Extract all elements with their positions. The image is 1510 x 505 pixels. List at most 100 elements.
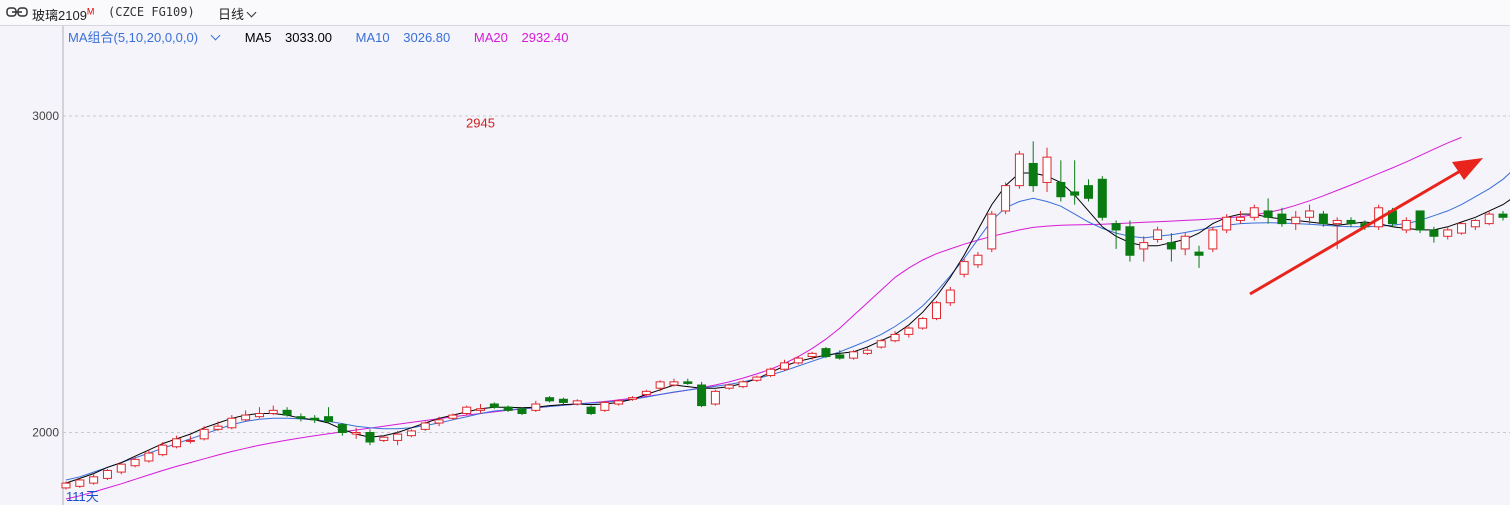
candle-down bbox=[1111, 223, 1121, 231]
candle-up bbox=[669, 381, 679, 386]
candle-up bbox=[1484, 213, 1494, 225]
candle-up bbox=[849, 351, 859, 359]
candle-down bbox=[1125, 226, 1135, 256]
candle-up bbox=[254, 413, 264, 418]
ma5-value: 3033.00 bbox=[285, 30, 333, 45]
ma-group-label: MA组合(5,10,20,0,0,0) bbox=[68, 30, 199, 45]
candle-up bbox=[904, 327, 914, 335]
candle-down bbox=[365, 432, 375, 443]
candle-up bbox=[918, 318, 928, 329]
candle-up bbox=[752, 376, 762, 381]
candle-up bbox=[572, 400, 582, 405]
candle-up bbox=[793, 357, 803, 364]
candle-up bbox=[116, 463, 126, 473]
ma20-line bbox=[65, 136, 1462, 500]
candle-up bbox=[434, 419, 444, 424]
chart-header: 玻璃2109M (CZCE FG109) 日线 bbox=[0, 0, 1510, 26]
candle-up bbox=[241, 414, 251, 421]
candle-up bbox=[987, 213, 997, 250]
trend-arrow-line bbox=[1249, 168, 1463, 296]
candle-up bbox=[1208, 229, 1218, 250]
candle-up bbox=[379, 436, 389, 441]
candle-up bbox=[199, 428, 209, 440]
ma20-legend: MA20 2932.40 bbox=[474, 30, 579, 45]
candle-down bbox=[821, 348, 831, 358]
ma10-label: MA10 bbox=[355, 30, 390, 45]
candle-up bbox=[393, 433, 403, 441]
candle-down bbox=[296, 416, 306, 419]
candle-up bbox=[973, 254, 983, 266]
candle-up bbox=[862, 349, 872, 354]
candle-up bbox=[213, 425, 223, 430]
candle-up bbox=[1291, 216, 1301, 225]
candle-up bbox=[1222, 216, 1232, 231]
candle-down bbox=[835, 354, 845, 359]
y-tick-label: 3000 bbox=[32, 109, 59, 123]
candle-up bbox=[61, 482, 71, 489]
y-tick-label: 2000 bbox=[32, 426, 59, 440]
ma10-value: 3026.80 bbox=[403, 30, 451, 45]
candle-up bbox=[1457, 223, 1467, 234]
ma-legend: MA组合(5,10,20,0,0,0) MA5 3033.00 MA10 302… bbox=[68, 27, 588, 46]
ma5-line bbox=[65, 172, 1510, 484]
candle-up bbox=[185, 439, 195, 442]
symbol-flag: M bbox=[86, 6, 95, 17]
chevron-down-icon bbox=[246, 7, 257, 18]
candle-down bbox=[1097, 178, 1107, 218]
candle-up bbox=[351, 432, 361, 435]
candle-up bbox=[931, 302, 941, 320]
candle-down bbox=[1429, 229, 1439, 237]
candle-up bbox=[1470, 219, 1480, 228]
contract-code: (CZCE FG109) bbox=[108, 5, 195, 19]
candle-down bbox=[1166, 242, 1176, 250]
price-annotation: 2945 bbox=[466, 115, 495, 130]
candle-down bbox=[337, 424, 347, 433]
ma10-line bbox=[65, 172, 1510, 481]
candle-up bbox=[614, 400, 624, 405]
candle-up bbox=[1042, 156, 1052, 183]
candle-up bbox=[420, 422, 430, 430]
candle-up bbox=[1235, 216, 1245, 221]
candle-down bbox=[1263, 210, 1273, 218]
trend-arrow-head bbox=[1452, 158, 1483, 180]
candle-up bbox=[738, 381, 748, 388]
candle-down bbox=[586, 406, 596, 415]
candlestick-chart[interactable]: 2000300029453163 bbox=[0, 26, 1510, 505]
candle-up bbox=[1153, 229, 1163, 240]
ma20-label: MA20 bbox=[473, 30, 508, 45]
candle-up bbox=[102, 469, 112, 479]
period-label: 日线 bbox=[218, 7, 245, 22]
candle-up bbox=[1305, 210, 1315, 218]
ma-group-selector[interactable]: MA组合(5,10,20,0,0,0) bbox=[68, 30, 229, 45]
candle-up bbox=[710, 390, 720, 405]
candle-up bbox=[724, 384, 734, 389]
candle-up bbox=[1443, 229, 1453, 237]
candle-down bbox=[517, 408, 527, 415]
period-selector[interactable]: 日线 bbox=[218, 4, 257, 23]
day-count: 111天 bbox=[66, 489, 99, 504]
candle-down bbox=[1277, 213, 1287, 225]
candle-up bbox=[75, 479, 85, 487]
candle-down bbox=[545, 397, 555, 402]
candle-up bbox=[462, 406, 472, 415]
candle-down bbox=[1318, 213, 1328, 225]
candle-up bbox=[1180, 235, 1190, 250]
candle-down bbox=[558, 398, 568, 403]
candle-down bbox=[324, 416, 334, 422]
candle-up bbox=[476, 408, 486, 411]
candle-down bbox=[489, 403, 499, 408]
candle-down bbox=[282, 409, 292, 416]
candle-up bbox=[448, 414, 458, 419]
candle-up bbox=[268, 409, 278, 415]
candle-up bbox=[600, 401, 610, 411]
candle-down bbox=[1070, 191, 1080, 196]
link-icon[interactable] bbox=[6, 6, 28, 18]
candle-up bbox=[780, 362, 789, 370]
candle-down bbox=[310, 417, 320, 421]
symbol-name: 玻璃2109M bbox=[32, 5, 94, 24]
candle-down bbox=[1028, 162, 1038, 187]
candle-up bbox=[628, 397, 638, 400]
ma10-legend: MA10 3026.80 bbox=[356, 30, 461, 45]
candle-up bbox=[130, 458, 140, 467]
candle-up bbox=[876, 340, 886, 348]
